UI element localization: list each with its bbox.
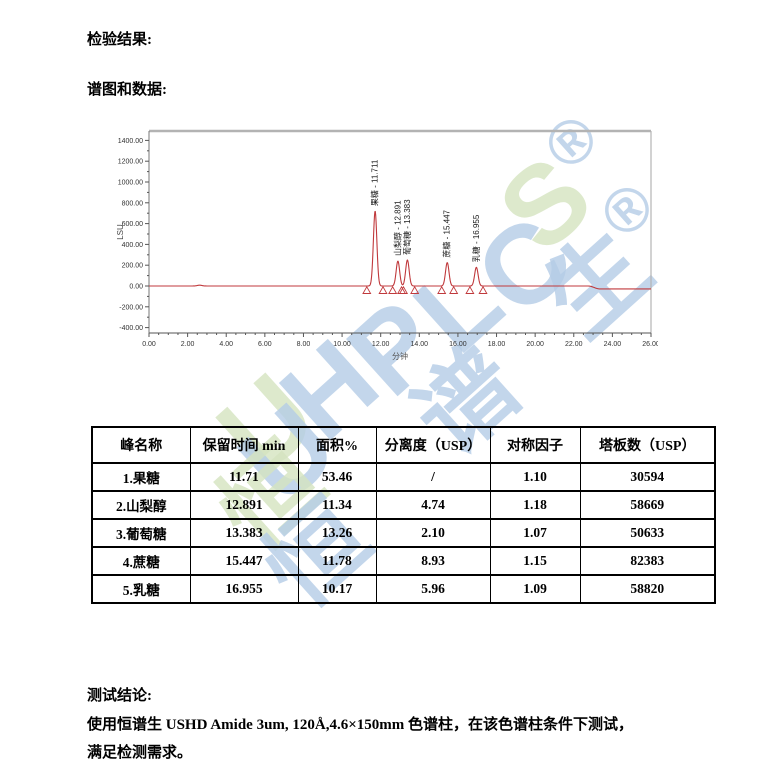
svg-text:16.00: 16.00 — [449, 341, 467, 348]
cell-symmetry: 1.18 — [489, 490, 581, 520]
table-row: 2.山梨醇 12.891 11.34 4.74 1.18 58669 — [91, 490, 716, 520]
table-row: 4.蔗糖 15.447 11.78 8.93 1.15 82383 — [91, 546, 716, 576]
cell-area: 11.78 — [297, 546, 377, 576]
svg-text:4.00: 4.00 — [219, 341, 233, 348]
svg-text:12.00: 12.00 — [372, 341, 390, 348]
svg-text:14.00: 14.00 — [411, 341, 429, 348]
conclusion-line2: 满足检测需求。 — [87, 745, 193, 761]
cell-symmetry: 1.09 — [489, 574, 581, 604]
cell-symmetry: 1.15 — [489, 546, 581, 576]
cell-retention: 16.955 — [189, 574, 299, 604]
col-header-retention-time: 保留时间 min — [189, 426, 299, 464]
svg-text:24.00: 24.00 — [604, 341, 622, 348]
cell-resolution: / — [375, 462, 491, 492]
svg-text:蔗糖 - 15.447: 蔗糖 - 15.447 — [442, 209, 452, 257]
chromatogram-svg: 0.00 2.00 4.00 6.00 8.00 10.00 12.00 14.00 16.00… — [116, 129, 658, 361]
cell-peak-name: 4.蔗糖 — [91, 546, 191, 576]
svg-text:0.00: 0.00 — [129, 284, 143, 291]
svg-text:果糖 - 11.711: 果糖 - 11.711 — [370, 159, 380, 206]
svg-text:400.00: 400.00 — [122, 242, 144, 249]
cell-retention: 15.447 — [189, 546, 299, 576]
cell-peak-name: 3.葡萄糖 — [91, 518, 191, 548]
cell-resolution: 2.10 — [375, 518, 491, 548]
svg-text:1000.00: 1000.00 — [118, 180, 143, 187]
cell-retention: 13.383 — [189, 518, 299, 548]
cell-plates: 58669 — [579, 490, 716, 520]
svg-text:乳糖 - 16.955: 乳糖 - 16.955 — [471, 214, 481, 262]
col-header-symmetry: 对称因子 — [489, 426, 581, 464]
col-header-resolution: 分离度（USP） — [375, 426, 491, 464]
cell-peak-name: 5.乳糖 — [91, 574, 191, 604]
svg-text:18.00: 18.00 — [488, 341, 506, 348]
svg-text:-200.00: -200.00 — [119, 304, 143, 311]
section-results-label: 检验结果: — [87, 32, 152, 48]
cell-retention: 12.891 — [189, 490, 299, 520]
cell-area: 11.34 — [297, 490, 377, 520]
cell-area: 10.17 — [297, 574, 377, 604]
cell-symmetry: 1.07 — [489, 518, 581, 548]
cell-plates: 58820 — [579, 574, 716, 604]
cell-retention: 11.71 — [189, 462, 299, 492]
table-row: 1.果糖 11.71 53.46 / 1.10 30594 — [91, 462, 716, 492]
chromatogram-chart: 0.00 2.00 4.00 6.00 8.00 10.00 12.00 14.00 16.00… — [113, 120, 658, 372]
svg-text:200.00: 200.00 — [122, 263, 144, 270]
cell-resolution: 4.74 — [375, 490, 491, 520]
section-chart-label: 谱图和数据: — [87, 82, 167, 98]
cell-peak-name: 1.果糖 — [91, 462, 191, 492]
svg-text:2.00: 2.00 — [181, 341, 195, 348]
cell-resolution: 5.96 — [375, 574, 491, 604]
col-header-peak-name: 峰名称 — [91, 426, 191, 464]
svg-text:10.00: 10.00 — [333, 341, 351, 348]
table-row: 3.葡萄糖 13.383 13.26 2.10 1.07 50633 — [91, 518, 716, 548]
conclusion-line1: 使用恒谱生 USHD Amide 3um, 120Å,4.6×150mm 色谱柱… — [87, 716, 634, 733]
svg-text:26.00: 26.00 — [642, 341, 658, 348]
cell-symmetry: 1.10 — [489, 462, 581, 492]
svg-text:葡萄糖 - 13.383: 葡萄糖 - 13.383 — [402, 199, 412, 255]
svg-text:LSU: LSU — [116, 224, 125, 240]
conclusion-label: 测试结论: — [87, 688, 152, 704]
svg-text:0.00: 0.00 — [142, 341, 156, 348]
svg-text:分钟: 分钟 — [392, 351, 408, 361]
svg-text:8.00: 8.00 — [297, 341, 311, 348]
cell-plates: 30594 — [579, 462, 716, 492]
cell-area: 13.26 — [297, 518, 377, 548]
svg-text:20.00: 20.00 — [526, 341, 544, 348]
svg-text:1200.00: 1200.00 — [118, 159, 143, 166]
cell-peak-name: 2.山梨醇 — [91, 490, 191, 520]
svg-text:600.00: 600.00 — [122, 221, 144, 228]
svg-text:山梨醇 - 12.891: 山梨醇 - 12.891 — [392, 200, 402, 256]
col-header-plates: 塔板数（USP） — [579, 426, 716, 464]
table-header-row: 峰名称 保留时间 min 面积% 分离度（USP） 对称因子 塔板数（USP） — [91, 426, 716, 464]
table-row: 5.乳糖 16.955 10.17 5.96 1.09 58820 — [91, 574, 716, 604]
peak-results-table: 峰名称 保留时间 min 面积% 分离度（USP） 对称因子 塔板数（USP） … — [91, 426, 716, 604]
cell-plates: 50633 — [579, 518, 716, 548]
conclusion-block: 测试结论: 使用恒谱生 USHD Amide 3um, 120Å,4.6×150… — [87, 682, 707, 768]
cell-area: 53.46 — [297, 462, 377, 492]
col-header-area-percent: 面积% — [297, 426, 377, 464]
svg-text:22.00: 22.00 — [565, 341, 583, 348]
svg-text:-400.00: -400.00 — [119, 325, 143, 332]
svg-text:800.00: 800.00 — [122, 200, 144, 207]
svg-text:1400.00: 1400.00 — [118, 138, 143, 145]
cell-resolution: 8.93 — [375, 546, 491, 576]
svg-text:6.00: 6.00 — [258, 341, 272, 348]
cell-plates: 82383 — [579, 546, 716, 576]
